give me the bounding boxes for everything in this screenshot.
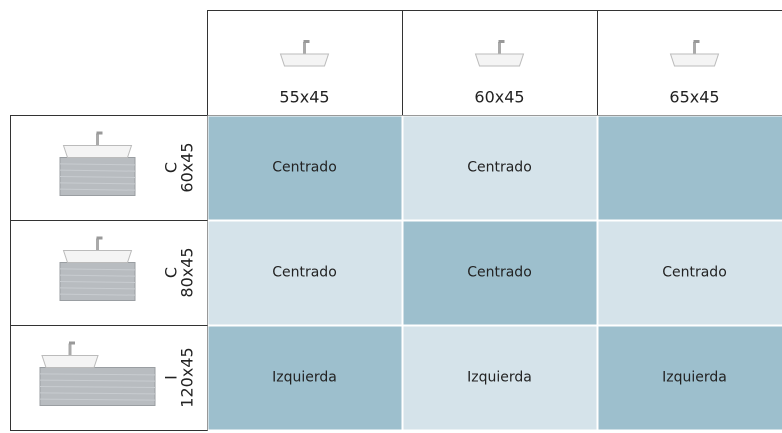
table-cell [597, 325, 782, 431]
faucet [693, 42, 696, 54]
table-cell [207, 220, 403, 326]
row-code: C [162, 267, 181, 278]
basin [474, 53, 525, 67]
cell-text: Centrado [662, 265, 727, 281]
row-size: 120x45 [178, 347, 197, 407]
sink-image [279, 40, 330, 67]
cell-text: Centrado [272, 265, 337, 281]
wood-grain [39, 398, 156, 401]
wood-grain [39, 392, 156, 395]
sink-image [62, 236, 133, 263]
sink-image [62, 131, 133, 158]
table-cell [597, 220, 782, 326]
faucet-handle [498, 40, 505, 43]
cell-text: Centrado [467, 160, 532, 176]
cell-text: Izquierda [272, 370, 337, 386]
wood-grain [39, 386, 156, 388]
wood-grain [59, 293, 136, 296]
row-code: I [162, 375, 181, 380]
wood-grain [59, 163, 136, 166]
basin [62, 250, 133, 263]
faucet-handle [69, 341, 75, 345]
wood-grain [59, 176, 136, 178]
column-label: 55x45 [279, 88, 329, 107]
wood-grain [59, 188, 136, 191]
wood-grain [59, 169, 136, 172]
table-cell [207, 115, 403, 221]
cell-text: Izquierda [467, 370, 532, 386]
faucet [96, 133, 99, 146]
table-cell [207, 325, 403, 431]
row-size: 80x45 [178, 247, 197, 297]
row-size: 60x45 [178, 142, 197, 192]
faucet-handle [693, 40, 700, 43]
wood-grain [59, 274, 136, 277]
sink-image [474, 40, 525, 67]
cell-text: Centrado [272, 160, 337, 176]
sink-image [669, 40, 720, 67]
wood-grain [39, 379, 156, 382]
wood-grain [39, 373, 156, 376]
wood-grain [59, 182, 136, 185]
cell-text: Centrado [467, 265, 532, 281]
wood-grain [59, 268, 136, 271]
faucet-handle [96, 131, 103, 135]
basin [279, 53, 330, 67]
faucet [498, 42, 501, 54]
faucet [96, 238, 99, 251]
table-cell [402, 325, 598, 431]
row-code: C [162, 162, 181, 173]
table-cell [402, 115, 598, 221]
faucet [303, 42, 306, 54]
faucet-handle [96, 236, 103, 240]
basin [669, 53, 720, 67]
column-label: 65x45 [669, 88, 719, 107]
faucet-handle [303, 40, 310, 43]
wood-grain [59, 281, 136, 283]
table-cell [402, 220, 598, 326]
sink-image [41, 341, 99, 368]
basin [62, 145, 133, 158]
basin [41, 355, 99, 368]
faucet [68, 343, 72, 356]
column-label: 60x45 [474, 88, 524, 107]
wood-grain [59, 287, 136, 290]
cell-text: Izquierda [662, 370, 727, 386]
table-cell [597, 115, 782, 221]
